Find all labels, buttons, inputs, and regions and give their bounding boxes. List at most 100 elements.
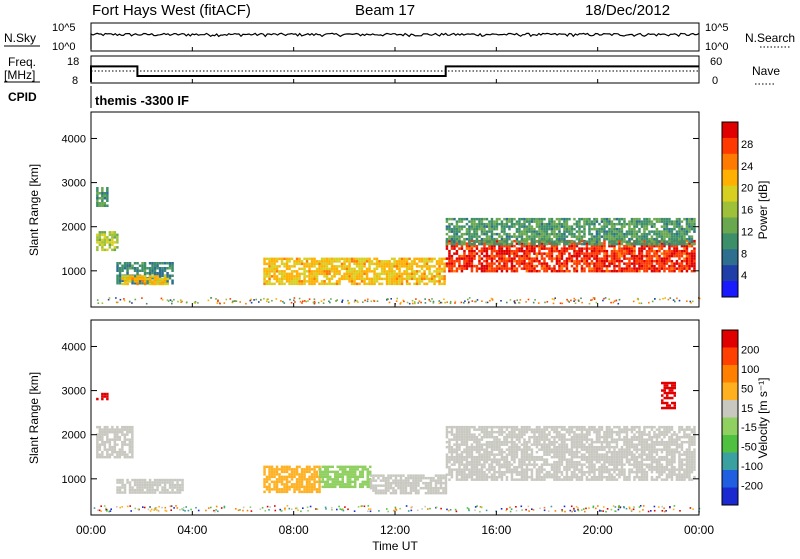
heatmap-cell-6 <box>571 461 574 464</box>
heatmap-cell-6 <box>478 478 481 481</box>
heatmap-cell-4 <box>354 483 357 486</box>
heatmap-cell-6 <box>561 453 564 456</box>
heatmap-cell-6 <box>498 428 501 431</box>
heatmap-cell-5 <box>631 257 634 260</box>
heatmap-cell-6 <box>486 453 489 456</box>
heatmap-cell-5 <box>430 479 433 482</box>
heatmap-cell-6 <box>661 218 664 221</box>
heatmap-cell-6 <box>548 426 551 429</box>
heatmap-cell-4 <box>426 265 429 268</box>
heatmap-cell-6 <box>553 230 556 233</box>
heatmap-speckle <box>412 303 414 305</box>
heatmap-cell-6 <box>671 235 674 238</box>
heatmap-cell-6 <box>573 473 576 476</box>
heatmap-cell-4 <box>386 270 389 273</box>
heatmap-cell-2 <box>151 491 154 494</box>
heatmap-speckle <box>116 302 118 304</box>
heatmap-cell-6 <box>516 230 519 233</box>
heatmap-cell-6 <box>508 426 511 429</box>
heatmap-cell-6 <box>646 235 649 238</box>
heatmap-speckle <box>323 302 325 304</box>
heatmap-cell-5 <box>448 257 451 260</box>
heatmap-cell-5 <box>521 247 524 250</box>
heatmap-cell-6 <box>538 228 541 231</box>
heatmap-cell-1 <box>129 426 132 429</box>
heatmap-cell-6 <box>473 428 476 431</box>
heatmap-cell-6 <box>526 476 529 479</box>
heatmap-cell-4 <box>334 483 337 486</box>
heatmap-cell-6 <box>516 446 519 449</box>
heatmap-cell-4 <box>352 481 355 484</box>
heatmap-cell-6 <box>453 436 456 439</box>
heatmap-cell-2 <box>161 486 164 489</box>
heatmap-cell-5 <box>382 479 385 482</box>
heatmap-cell-5 <box>521 260 524 263</box>
heatmap-cell-6 <box>681 233 684 236</box>
heatmap-cell-6 <box>461 471 464 474</box>
heatmap-cell-6 <box>491 468 494 471</box>
heatmap-cell-5 <box>613 265 616 268</box>
heatmap-cell-1 <box>109 241 112 244</box>
heatmap-cell-6 <box>661 235 664 238</box>
heatmap-speckle <box>299 298 301 300</box>
heatmap-cell-1 <box>96 448 99 451</box>
heatmap-cell-6 <box>541 436 544 439</box>
heatmap-cell-6 <box>496 478 499 481</box>
heatmap-cell-1 <box>109 428 112 431</box>
heatmap-cell-5 <box>621 250 624 253</box>
heatmap-cell-5 <box>618 267 621 270</box>
heatmap-cell-4 <box>298 283 301 286</box>
heatmap-cell-5 <box>451 270 454 273</box>
heatmap-cell-6 <box>673 220 676 223</box>
heatmap-cell-5 <box>503 250 506 253</box>
heatmap-cell-5 <box>456 270 459 273</box>
heatmap-cell-6 <box>523 225 526 228</box>
heatmap-cell-6 <box>563 438 566 441</box>
heatmap-cell-6 <box>476 446 479 449</box>
heatmap-cell-5 <box>546 267 549 270</box>
heatmap-cell-4 <box>433 278 436 281</box>
heatmap-cell-6 <box>506 458 509 461</box>
heatmap-cell-6 <box>538 220 541 223</box>
heatmap-cell-6 <box>581 436 584 439</box>
heatmap-cell-6 <box>456 223 459 226</box>
heatmap-cell-6 <box>473 225 476 228</box>
heatmap-cell-6 <box>638 230 641 233</box>
heatmap-cell-5 <box>468 260 471 263</box>
heatmap-cell-0 <box>96 200 99 203</box>
heatmap-cell-6 <box>578 218 581 221</box>
heatmap-cell-4 <box>421 268 424 271</box>
heatmap-cell-4 <box>273 273 276 276</box>
heatmap-cell-5 <box>385 489 388 492</box>
heatmap-cell-4 <box>354 468 357 471</box>
heatmap-speckle <box>591 299 593 301</box>
heatmap-cell-6 <box>643 223 646 226</box>
heatmap-cell-5 <box>663 252 666 255</box>
heatmap-cell-4 <box>288 280 291 283</box>
heatmap-cell-2 <box>126 262 129 265</box>
heatmap-cell-6 <box>526 478 529 481</box>
heatmap-cell-4 <box>332 481 335 484</box>
heatmap-cell-5 <box>551 250 554 253</box>
heatmap-cell-6 <box>693 220 696 223</box>
heatmap-cell-6 <box>548 233 551 236</box>
heatmap-cell-6 <box>616 233 619 236</box>
heatmap-cell-6 <box>493 478 496 481</box>
heatmap-cell-0 <box>104 395 107 398</box>
heatmap-speckle <box>355 300 357 302</box>
heatmap-cell-6 <box>446 433 449 436</box>
heatmap-cell-3 <box>293 471 296 474</box>
heatmap-cell-6 <box>551 238 554 241</box>
heatmap-cell-6 <box>493 468 496 471</box>
heatmap-cell-4 <box>369 471 372 474</box>
heatmap-cell-5 <box>471 260 474 263</box>
heatmap-cell-4 <box>396 278 399 281</box>
heatmap-cell-6 <box>561 456 564 459</box>
heatmap-cell-6 <box>496 228 499 231</box>
heatmap-cell-5 <box>420 487 423 490</box>
heatmap-cell-4 <box>393 283 396 286</box>
heatmap-cell-4 <box>388 270 391 273</box>
heatmap-cell-6 <box>528 458 531 461</box>
heatmap-speckle <box>194 302 196 304</box>
heatmap-speckle <box>673 299 675 301</box>
